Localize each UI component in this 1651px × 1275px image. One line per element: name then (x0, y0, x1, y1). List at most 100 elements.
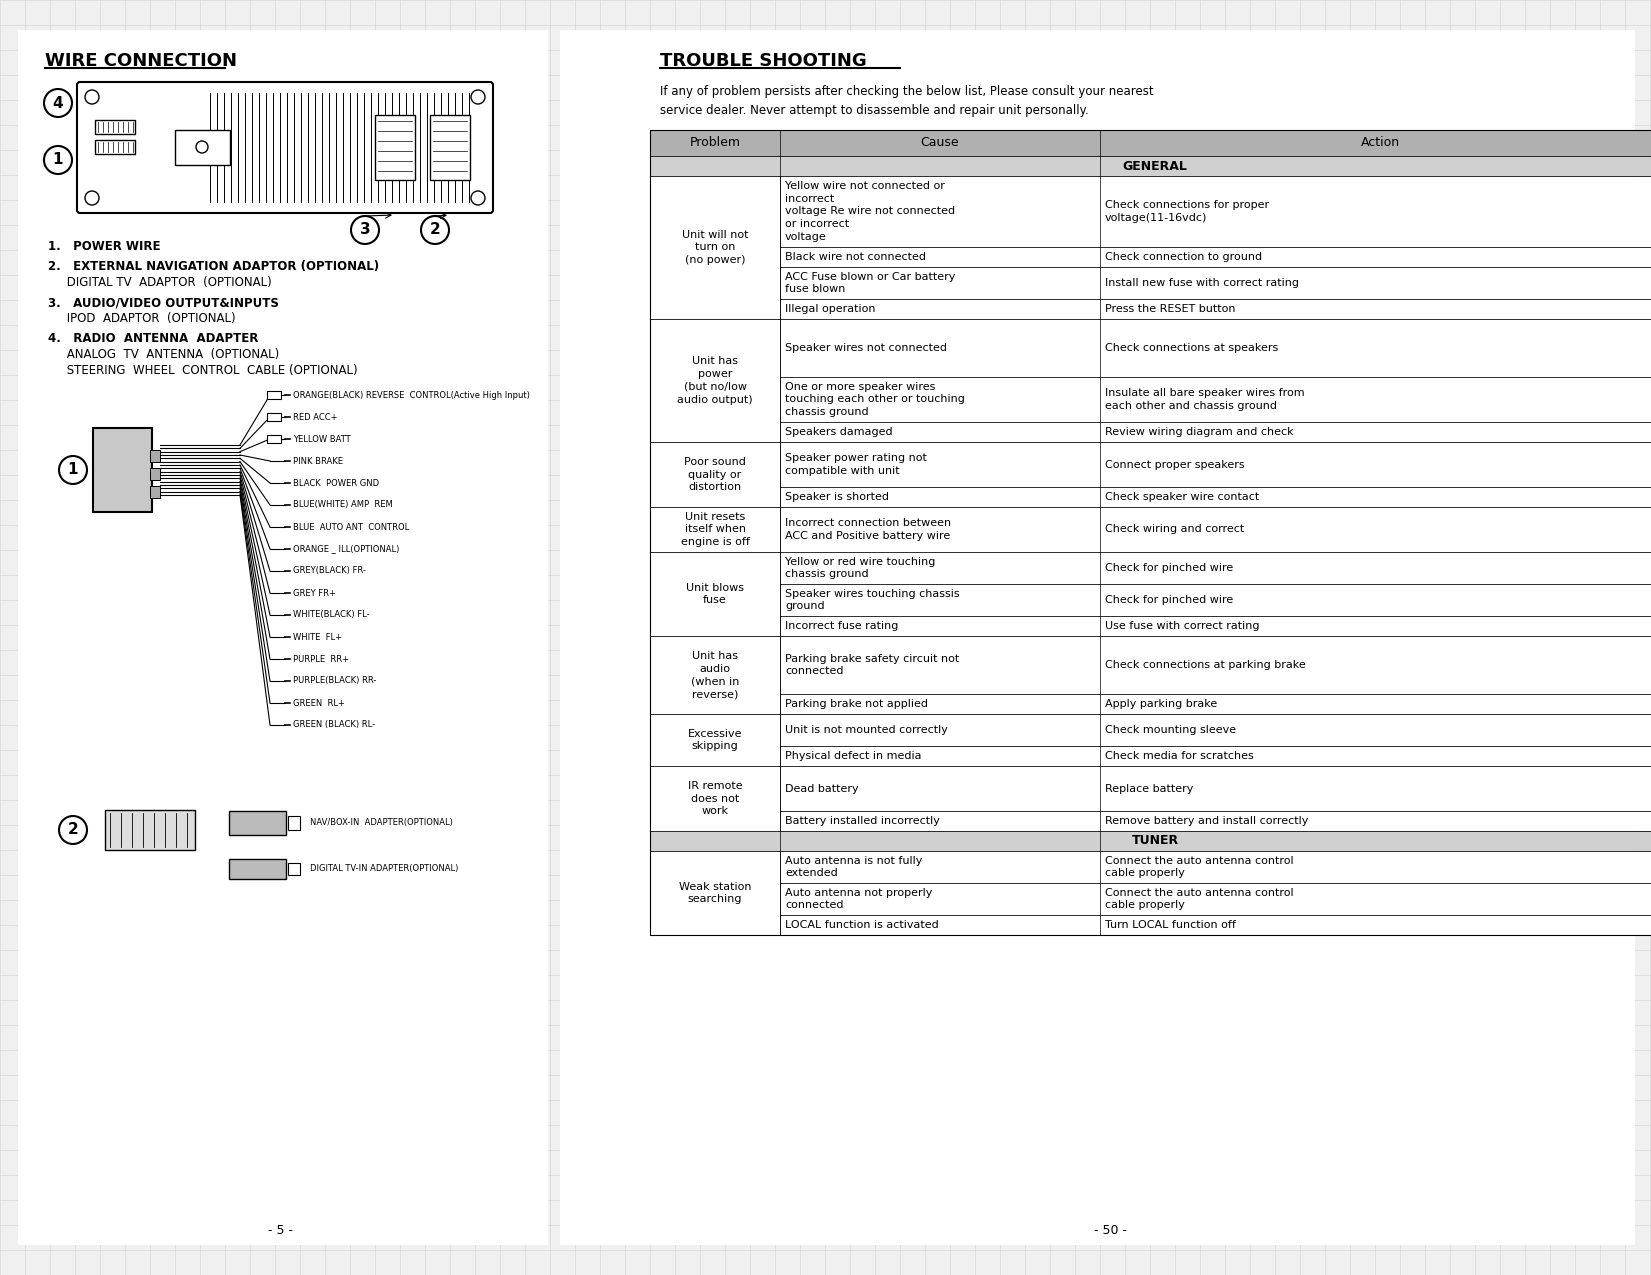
Text: Speaker wires touching chassis
ground: Speaker wires touching chassis ground (784, 589, 959, 612)
Text: Check for pinched wire: Check for pinched wire (1105, 595, 1233, 606)
Circle shape (421, 215, 449, 244)
Bar (150, 468, 160, 479)
Circle shape (45, 89, 73, 117)
Bar (650, 811, 1651, 831)
Text: TROUBLE SHOOTING: TROUBLE SHOOTING (660, 52, 867, 70)
Text: One or more speaker wires
touching each other or touching
chassis ground: One or more speaker wires touching each … (784, 381, 964, 417)
Text: Check speaker wire contact: Check speaker wire contact (1105, 492, 1260, 502)
Text: Dead battery: Dead battery (784, 784, 859, 793)
Text: IR remote
does not
work: IR remote does not work (688, 780, 743, 816)
Text: 3.   AUDIO/VIDEO OUTPUT&INPUTS: 3. AUDIO/VIDEO OUTPUT&INPUTS (48, 296, 279, 309)
Text: PURPLE  RR+: PURPLE RR+ (292, 654, 348, 663)
Text: TUNER: TUNER (1131, 835, 1179, 848)
Text: GREY(BLACK) FR-: GREY(BLACK) FR- (292, 566, 367, 575)
Circle shape (196, 142, 208, 153)
Text: Parking brake safety circuit not
connected: Parking brake safety circuit not connect… (784, 654, 959, 677)
FancyBboxPatch shape (92, 428, 152, 513)
Text: Check connection to ground: Check connection to ground (1105, 252, 1261, 261)
Text: Physical defect in media: Physical defect in media (784, 751, 921, 761)
Text: 4.   RADIO  ANTENNA  ADAPTER: 4. RADIO ANTENNA ADAPTER (48, 332, 258, 346)
Circle shape (84, 91, 99, 105)
Text: 1.   POWER WIRE: 1. POWER WIRE (48, 240, 160, 252)
Circle shape (45, 147, 73, 173)
Bar (650, 422, 1651, 442)
Text: Turn LOCAL function off: Turn LOCAL function off (1105, 921, 1237, 929)
Text: - 5 -: - 5 - (267, 1224, 292, 1237)
Text: 1: 1 (68, 463, 78, 478)
Bar (650, 130, 1651, 156)
Bar (650, 266, 1651, 300)
Bar (650, 176, 779, 319)
Text: Battery installed incorrectly: Battery installed incorrectly (784, 816, 939, 826)
Bar (150, 486, 160, 499)
Bar (650, 746, 1651, 766)
Text: Unit has
power
(but no/low
audio output): Unit has power (but no/low audio output) (677, 356, 753, 404)
Text: Speakers damaged: Speakers damaged (784, 427, 893, 437)
Text: Illegal operation: Illegal operation (784, 303, 875, 314)
Text: Yellow wire not connected or
incorrect
voltage Re wire not connected
or incorrec: Yellow wire not connected or incorrect v… (784, 181, 956, 242)
Bar (650, 487, 1651, 507)
Text: Speaker is shorted: Speaker is shorted (784, 492, 888, 502)
Bar (650, 442, 1651, 487)
Circle shape (352, 215, 380, 244)
FancyBboxPatch shape (229, 859, 286, 878)
Text: Poor sound
quality or
distortion: Poor sound quality or distortion (684, 456, 746, 492)
Text: Black wire not connected: Black wire not connected (784, 252, 926, 261)
Text: Check media for scratches: Check media for scratches (1105, 751, 1253, 761)
Bar (650, 714, 779, 766)
Bar (650, 176, 1651, 247)
Text: PURPLE(BLACK) RR-: PURPLE(BLACK) RR- (292, 677, 376, 686)
Text: Connect the auto antenna control
cable properly: Connect the auto antenna control cable p… (1105, 887, 1294, 910)
Bar (560, 31, 1634, 1244)
Text: ACC Fuse blown or Car battery
fuse blown: ACC Fuse blown or Car battery fuse blown (784, 272, 956, 295)
Text: GREEN  RL+: GREEN RL+ (292, 699, 345, 708)
Bar (650, 584, 1651, 616)
Text: Review wiring diagram and check: Review wiring diagram and check (1105, 427, 1294, 437)
Bar (650, 915, 1651, 935)
Bar (96, 120, 135, 134)
Text: Parking brake not applied: Parking brake not applied (784, 699, 928, 709)
Text: Insulate all bare speaker wires from
each other and chassis ground: Insulate all bare speaker wires from eac… (1105, 388, 1304, 411)
Bar (650, 507, 779, 552)
Text: NAV/BOX-IN  ADAPTER(OPTIONAL): NAV/BOX-IN ADAPTER(OPTIONAL) (310, 819, 452, 827)
Text: Check for pinched wire: Check for pinched wire (1105, 564, 1233, 572)
Text: Unit has
audio
(when in
reverse): Unit has audio (when in reverse) (690, 650, 740, 699)
Bar (650, 636, 1651, 694)
Bar (18, 31, 548, 1244)
Text: 2.   EXTERNAL NAVIGATION ADAPTOR (OPTIONAL): 2. EXTERNAL NAVIGATION ADAPTOR (OPTIONAL… (48, 260, 380, 273)
Circle shape (471, 91, 485, 105)
Text: Use fuse with correct rating: Use fuse with correct rating (1105, 621, 1260, 631)
Text: 2: 2 (429, 223, 441, 237)
Bar (650, 694, 1651, 714)
Text: WIRE CONNECTION: WIRE CONNECTION (45, 52, 238, 70)
Bar (650, 616, 1651, 636)
Text: Remove battery and install correctly: Remove battery and install correctly (1105, 816, 1308, 826)
Text: Connect proper speakers: Connect proper speakers (1105, 459, 1245, 469)
Bar (650, 552, 779, 636)
Bar (375, 115, 414, 180)
Text: GREEN (BLACK) RL-: GREEN (BLACK) RL- (292, 720, 375, 729)
Text: ANALOG  TV  ANTENNA  (OPTIONAL): ANALOG TV ANTENNA (OPTIONAL) (48, 348, 279, 361)
Text: WHITE  FL+: WHITE FL+ (292, 632, 342, 641)
Bar (267, 413, 281, 421)
Text: Check connections at speakers: Check connections at speakers (1105, 343, 1278, 353)
Text: WHITE(BLACK) FL-: WHITE(BLACK) FL- (292, 611, 370, 620)
Text: Cause: Cause (921, 136, 959, 149)
Bar (650, 377, 1651, 422)
FancyBboxPatch shape (78, 82, 494, 213)
Text: Check mounting sleeve: Check mounting sleeve (1105, 725, 1237, 734)
Bar (175, 130, 229, 164)
Text: Auto antenna not properly
connected: Auto antenna not properly connected (784, 887, 933, 910)
Text: 3: 3 (360, 223, 370, 237)
Text: - 50 -: - 50 - (1093, 1224, 1126, 1237)
Bar (287, 816, 300, 830)
Text: 2: 2 (68, 822, 78, 838)
Bar (150, 450, 160, 462)
Text: Speaker power rating not
compatible with unit: Speaker power rating not compatible with… (784, 453, 926, 476)
Text: Excessive
skipping: Excessive skipping (688, 728, 743, 751)
Bar (650, 319, 1651, 377)
Text: Press the RESET button: Press the RESET button (1105, 303, 1235, 314)
Bar (650, 507, 1651, 552)
Bar (650, 766, 1651, 811)
Bar (650, 714, 1651, 746)
